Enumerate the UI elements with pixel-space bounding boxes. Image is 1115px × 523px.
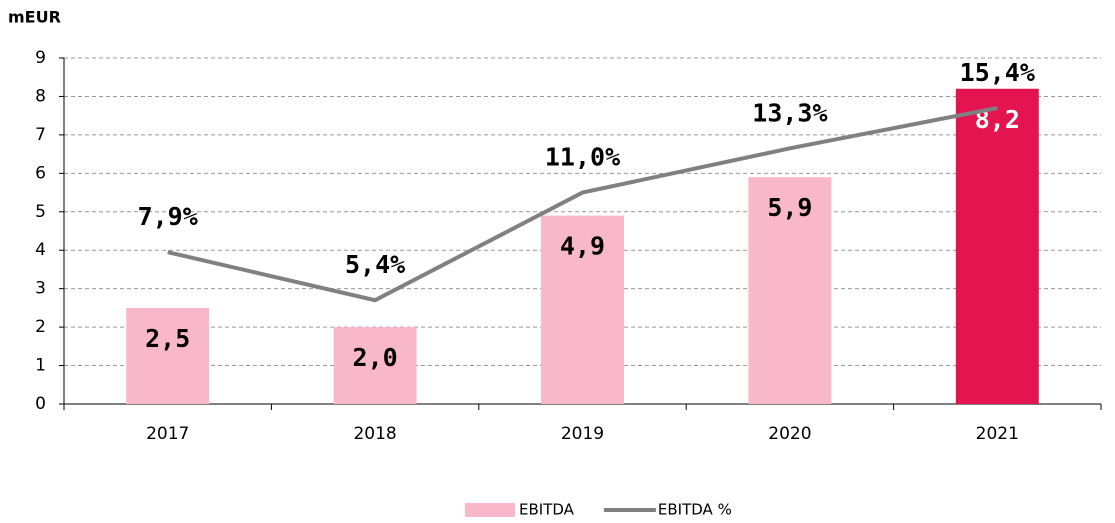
x-tick-label: 2017	[146, 424, 189, 444]
line-value-label: 13,3%	[752, 98, 827, 127]
bar-value-label: 2,5	[145, 324, 190, 353]
bar	[333, 327, 417, 404]
y-tick-label: 0	[35, 394, 46, 414]
x-tick-label: 2019	[561, 424, 604, 444]
y-axis-label: mEUR	[8, 8, 61, 27]
y-tick-label: 1	[35, 356, 46, 376]
x-tick-label: 2021	[976, 424, 1019, 444]
bar	[955, 88, 1039, 404]
y-tick-label: 5	[35, 202, 46, 222]
bar-value-label: 4,9	[560, 232, 605, 261]
line	[167, 106, 998, 303]
line-value-label: 11,0%	[545, 143, 620, 172]
legend-label: EBITDA %	[658, 501, 732, 519]
line-value-label: 5,4%	[345, 250, 405, 279]
legend-label: EBITDA	[519, 501, 575, 519]
legend-swatch	[465, 503, 515, 517]
bar-value-label: 2,0	[353, 343, 398, 372]
y-tick-label: 7	[35, 125, 46, 145]
y-tick-label: 6	[35, 163, 46, 183]
line-value-label: 7,9%	[138, 202, 198, 231]
y-tick-label: 3	[35, 279, 46, 299]
bar	[541, 215, 624, 404]
bar	[126, 307, 210, 404]
y-tick-label: 2	[35, 317, 46, 337]
y-tick-label: 8	[35, 86, 46, 106]
bar-value-label: 5,9	[767, 193, 812, 222]
x-tick-label: 2020	[768, 424, 811, 444]
bar	[748, 177, 832, 404]
x-tick-label: 2018	[353, 424, 396, 444]
y-tick-label: 4	[35, 240, 46, 260]
line-value-label: 15,4%	[960, 58, 1035, 87]
y-tick-label: 9	[35, 48, 46, 68]
